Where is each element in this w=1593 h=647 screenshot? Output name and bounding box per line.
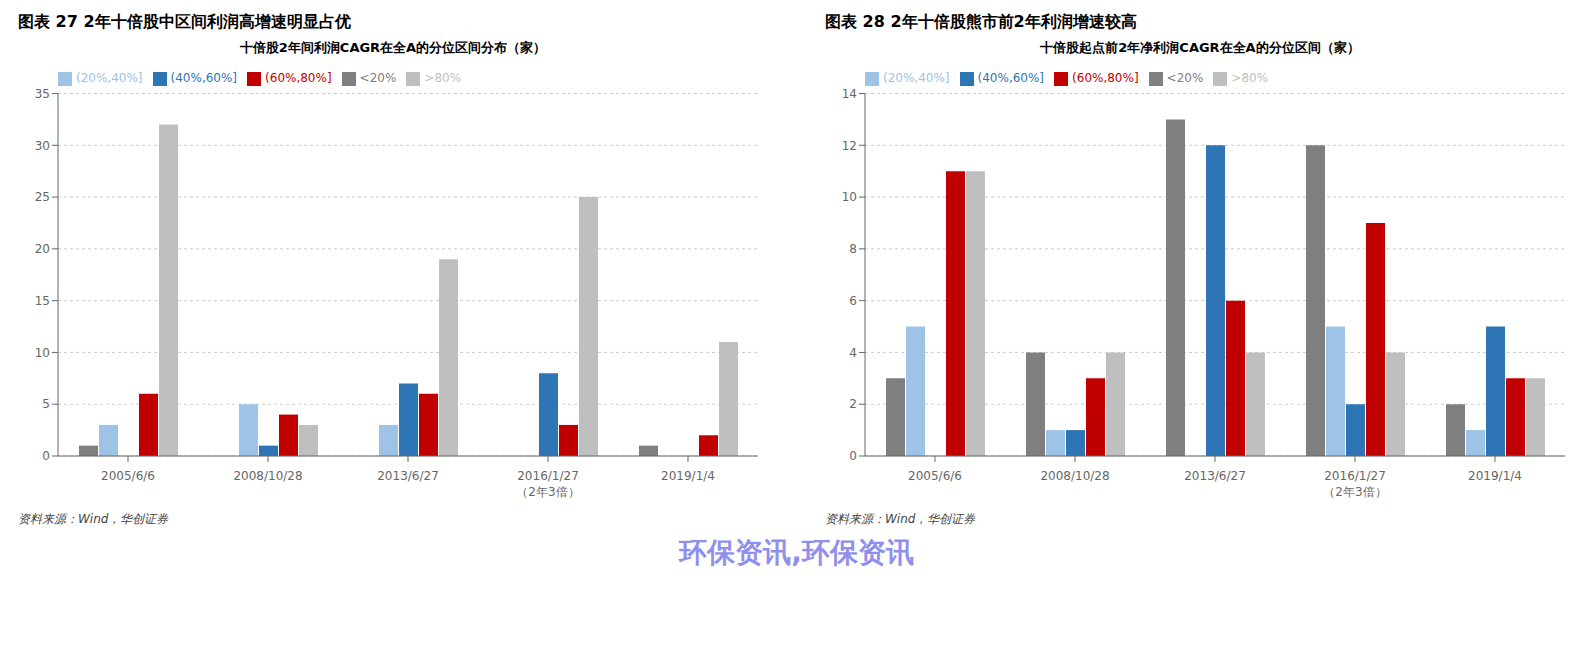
svg-text:6: 6 (849, 294, 857, 308)
html-text:>80%: >80% (424, 71, 462, 85)
svg-text:2016/1/27（2年3倍）: 2016/1/27（2年3倍） (1323, 469, 1386, 499)
svg-text:2008/10/28: 2008/10/28 (233, 469, 302, 483)
html-text:>80%: >80% (1231, 71, 1269, 85)
html-text:图表 27 2年十倍股中区间利润高增速明显占优: 图表 27 2年十倍股中区间利润高增速明显占优 (18, 12, 351, 31)
html-text:资料来源：Wind，华创证券: 资料来源：Wind，华创证券 (18, 512, 169, 526)
svg-text:5: 5 (42, 397, 50, 411)
svg-text:10: 10 (35, 346, 50, 360)
svg-text:2: 2 (849, 397, 857, 411)
svg-text:20: 20 (35, 242, 50, 256)
svg-text:4: 4 (849, 346, 857, 360)
svg-text:35: 35 (35, 87, 50, 101)
svg-text:2013/6/27: 2013/6/27 (1184, 469, 1246, 483)
html-text:(60%,80%]: (60%,80%] (265, 71, 332, 85)
html-text:图表 28 2年十倍股熊市前2年利润增速较高: 图表 28 2年十倍股熊市前2年利润增速较高 (825, 12, 1137, 31)
html-text:十倍股起点前2年净利润CAGR在全A的分位区间（家）: 十倍股起点前2年净利润CAGR在全A的分位区间（家） (1040, 40, 1360, 55)
svg-text:25: 25 (35, 190, 50, 204)
html-text:<20%: <20% (1166, 71, 1204, 85)
svg-text:2016/1/27（2年3倍）: 2016/1/27（2年3倍） (516, 469, 579, 499)
svg-text:10: 10 (842, 190, 857, 204)
svg-text:0: 0 (849, 449, 857, 463)
html-text:资料来源：Wind，华创证券: 资料来源：Wind，华创证券 (825, 512, 976, 526)
svg-text:2019/1/4: 2019/1/4 (661, 469, 715, 483)
html-text:(20%,40%]: (20%,40%] (76, 71, 143, 85)
html-text:(20%,40%]: (20%,40%] (883, 71, 950, 85)
svg-text:2019/1/4: 2019/1/4 (1468, 469, 1522, 483)
svg-text:2008/10/28: 2008/10/28 (1040, 469, 1109, 483)
svg-text:12: 12 (842, 139, 857, 153)
svg-text:14: 14 (842, 87, 857, 101)
svg-text:8: 8 (849, 242, 857, 256)
html-text:<20%: <20% (359, 71, 397, 85)
svg-text:2005/6/6: 2005/6/6 (101, 469, 155, 483)
html-text:(40%,60%]: (40%,60%] (170, 71, 238, 85)
svg-text:15: 15 (35, 294, 50, 308)
html-text:(60%,80%]: (60%,80%] (1072, 71, 1139, 85)
html-text:十倍股2年间利润CAGR在全A的分位区间分布（家）: 十倍股2年间利润CAGR在全A的分位区间分布（家） (239, 40, 547, 55)
svg-text:2005/6/6: 2005/6/6 (908, 469, 962, 483)
svg-text:30: 30 (35, 139, 50, 153)
svg-text:2013/6/27: 2013/6/27 (377, 469, 439, 483)
html-text:(40%,60%]: (40%,60%] (977, 71, 1045, 85)
html-text:环保资讯,环保资讯: 环保资讯,环保资讯 (679, 536, 914, 569)
svg-text:0: 0 (42, 449, 50, 463)
